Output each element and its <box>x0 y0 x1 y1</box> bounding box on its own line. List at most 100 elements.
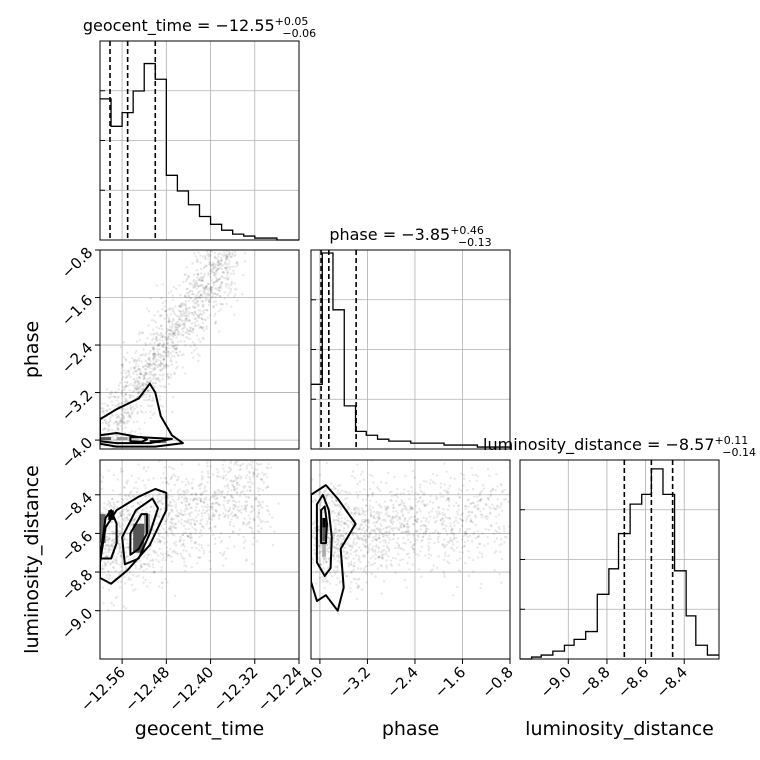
sample-point <box>392 529 395 532</box>
sample-point <box>165 313 169 317</box>
sample-point <box>196 273 200 276</box>
sample-point <box>232 506 235 510</box>
sample-point <box>416 520 419 524</box>
sample-point <box>161 405 165 408</box>
sample-point <box>201 491 205 494</box>
sample-point <box>208 263 212 266</box>
sample-point <box>256 462 259 465</box>
sample-point <box>146 389 150 392</box>
sample-point <box>358 480 362 483</box>
sample-point <box>338 511 342 514</box>
sample-point <box>126 369 129 373</box>
sample-point <box>143 393 146 396</box>
sample-point <box>413 537 416 540</box>
sample-point <box>345 519 349 522</box>
sample-point <box>168 465 171 469</box>
sample-point <box>202 500 205 504</box>
sample-point <box>250 530 254 533</box>
title-minus: −0.13 <box>458 236 492 249</box>
sample-point <box>178 324 181 327</box>
sample-point <box>116 595 119 598</box>
sample-point <box>159 315 162 318</box>
sample-point <box>213 495 216 499</box>
sample-point <box>221 253 224 256</box>
sample-point <box>166 517 169 521</box>
sample-point <box>314 499 318 502</box>
sample-point <box>105 409 108 413</box>
sample-point <box>185 287 189 291</box>
sample-point <box>472 532 475 536</box>
sample-point <box>337 517 340 520</box>
sample-point <box>145 568 148 571</box>
sample-point <box>206 509 209 512</box>
sample-point <box>210 502 214 506</box>
sample-point <box>155 378 158 381</box>
sample-point <box>208 314 212 317</box>
sample-point <box>137 391 140 394</box>
sample-point <box>194 312 197 315</box>
sample-point <box>173 312 177 316</box>
sample-point <box>150 404 154 407</box>
sample-point <box>200 316 203 320</box>
sample-point <box>196 498 199 502</box>
sample-point <box>208 293 211 296</box>
sample-point <box>192 306 195 309</box>
sample-point <box>256 472 260 476</box>
sample-point <box>141 388 144 391</box>
sample-point <box>141 384 144 387</box>
sample-point <box>181 533 184 537</box>
sample-point <box>151 559 154 563</box>
sample-point <box>206 282 210 285</box>
sample-point <box>124 537 128 541</box>
sample-point <box>408 568 411 571</box>
sample-point <box>133 486 136 490</box>
sample-point <box>180 327 184 331</box>
sample-point <box>258 446 260 448</box>
sample-point <box>200 511 204 515</box>
sample-point <box>114 438 117 442</box>
sample-point <box>244 495 248 499</box>
sample-point <box>379 528 383 531</box>
sample-point <box>350 474 354 478</box>
sample-point <box>212 263 215 267</box>
sample-point <box>100 567 104 570</box>
sample-point <box>105 508 108 511</box>
sample-point <box>110 545 114 548</box>
sample-point <box>114 420 118 424</box>
title-luminosity_distance: luminosity_distance = −8.57+0.11 −0.14 <box>483 434 756 459</box>
sample-point <box>447 504 451 507</box>
sample-point <box>210 270 213 273</box>
sample-point <box>224 253 228 256</box>
sample-point <box>223 253 227 257</box>
sample-point <box>412 534 415 538</box>
sample-point <box>503 498 506 501</box>
sample-point <box>195 282 199 285</box>
sample-point <box>160 354 163 357</box>
sample-point <box>195 546 198 550</box>
sample-point <box>125 411 128 415</box>
sample-point <box>224 285 228 288</box>
sample-point <box>108 424 111 427</box>
sample-point <box>264 520 267 524</box>
sample-point <box>181 319 184 322</box>
sample-point <box>356 496 360 499</box>
sample-point <box>198 294 202 297</box>
sample-point <box>120 402 124 405</box>
sample-point <box>136 501 139 505</box>
sample-point <box>173 534 176 537</box>
sample-point <box>397 437 399 439</box>
sample-point <box>212 283 216 287</box>
sample-point <box>169 325 172 328</box>
sample-point <box>191 327 195 330</box>
sample-point <box>159 364 162 368</box>
sample-point <box>146 585 149 588</box>
sample-point <box>396 512 400 515</box>
sample-point <box>164 346 168 350</box>
sample-point <box>201 305 205 309</box>
sample-point <box>197 316 201 319</box>
sample-point <box>101 428 105 431</box>
sample-point <box>108 454 110 456</box>
sample-point <box>131 384 135 387</box>
sample-point <box>196 502 199 506</box>
sample-point <box>227 286 230 290</box>
